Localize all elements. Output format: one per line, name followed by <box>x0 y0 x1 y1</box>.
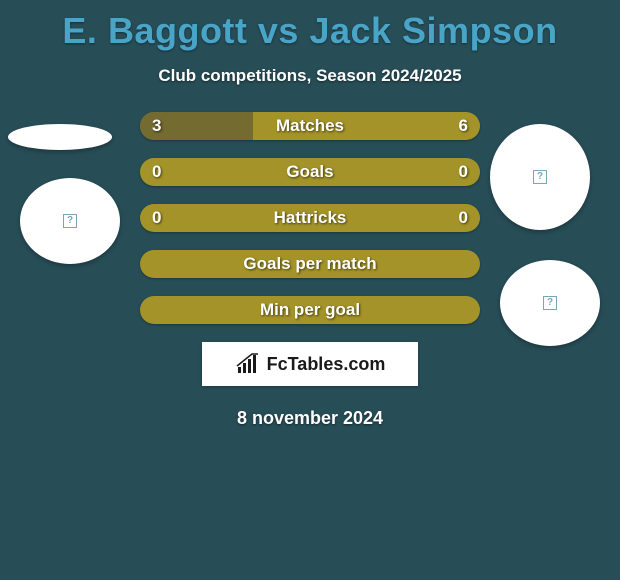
stat-value-left: 0 <box>152 158 161 186</box>
stat-label: Min per goal <box>140 296 480 324</box>
stat-value-right: 6 <box>459 112 468 140</box>
stat-row: Goals0 0 <box>140 158 480 186</box>
stat-row: Goals per match <box>140 250 480 278</box>
subtitle: Club competitions, Season 2024/2025 <box>0 66 620 86</box>
stat-row: Matches3 6 <box>140 112 480 140</box>
branding-chart-icon <box>235 353 261 375</box>
player-left-logo-ellipse <box>8 124 112 150</box>
placeholder-icon: ? <box>543 296 557 310</box>
player-right-portrait-circle: ? <box>500 260 600 346</box>
stat-row: Hattricks0 0 <box>140 204 480 232</box>
stat-label: Goals per match <box>140 250 480 278</box>
stat-label: Hattricks <box>140 204 480 232</box>
placeholder-icon: ? <box>533 170 547 184</box>
branding-panel: FcTables.com <box>202 342 418 386</box>
stat-value-right: 0 <box>459 158 468 186</box>
stat-value-left: 3 <box>152 112 161 140</box>
page-title: E. Baggott vs Jack Simpson <box>0 0 620 52</box>
date-text: 8 november 2024 <box>0 408 620 429</box>
stat-row: Min per goal <box>140 296 480 324</box>
branding-text: FcTables.com <box>267 354 386 375</box>
stat-label: Matches <box>140 112 480 140</box>
stat-value-right: 0 <box>459 204 468 232</box>
player-left-portrait-circle: ? <box>20 178 120 264</box>
placeholder-icon: ? <box>63 214 77 228</box>
stat-label: Goals <box>140 158 480 186</box>
player-right-logo-circle: ? <box>490 124 590 230</box>
stat-value-left: 0 <box>152 204 161 232</box>
